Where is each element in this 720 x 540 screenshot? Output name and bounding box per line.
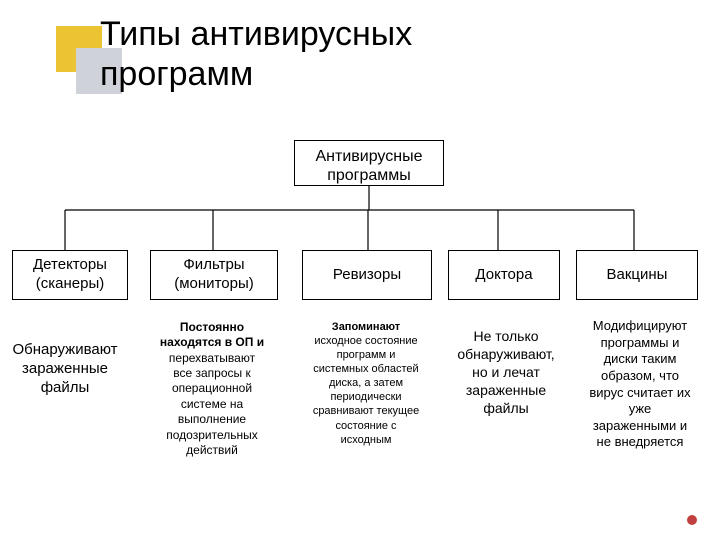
desc-filters: Постояннонаходятся в ОП иперехватываютвс… [140, 320, 284, 458]
branch-auditors: Ревизоры [302, 250, 432, 300]
branch-filters: Фильтры(мониторы) [150, 250, 278, 300]
desc-detectors: Обнаруживаютзараженныефайлы [2, 340, 128, 398]
branch-doctors: Доктора [448, 250, 560, 300]
desc-doctors: Не толькообнаруживают,но и лечатзараженн… [442, 328, 570, 418]
page-title: Типы антивирусныхпрограмм [100, 14, 412, 94]
branch-detectors: Детекторы(сканеры) [12, 250, 128, 300]
desc-auditors: Запоминаютисходное состояниепрограмм иси… [288, 320, 444, 447]
root-node: Антивирусныепрограммы [294, 140, 444, 186]
desc-vaccines: Модифицируютпрограммы идиски такимобразо… [576, 318, 704, 451]
branch-vaccines: Вакцины [576, 250, 698, 300]
